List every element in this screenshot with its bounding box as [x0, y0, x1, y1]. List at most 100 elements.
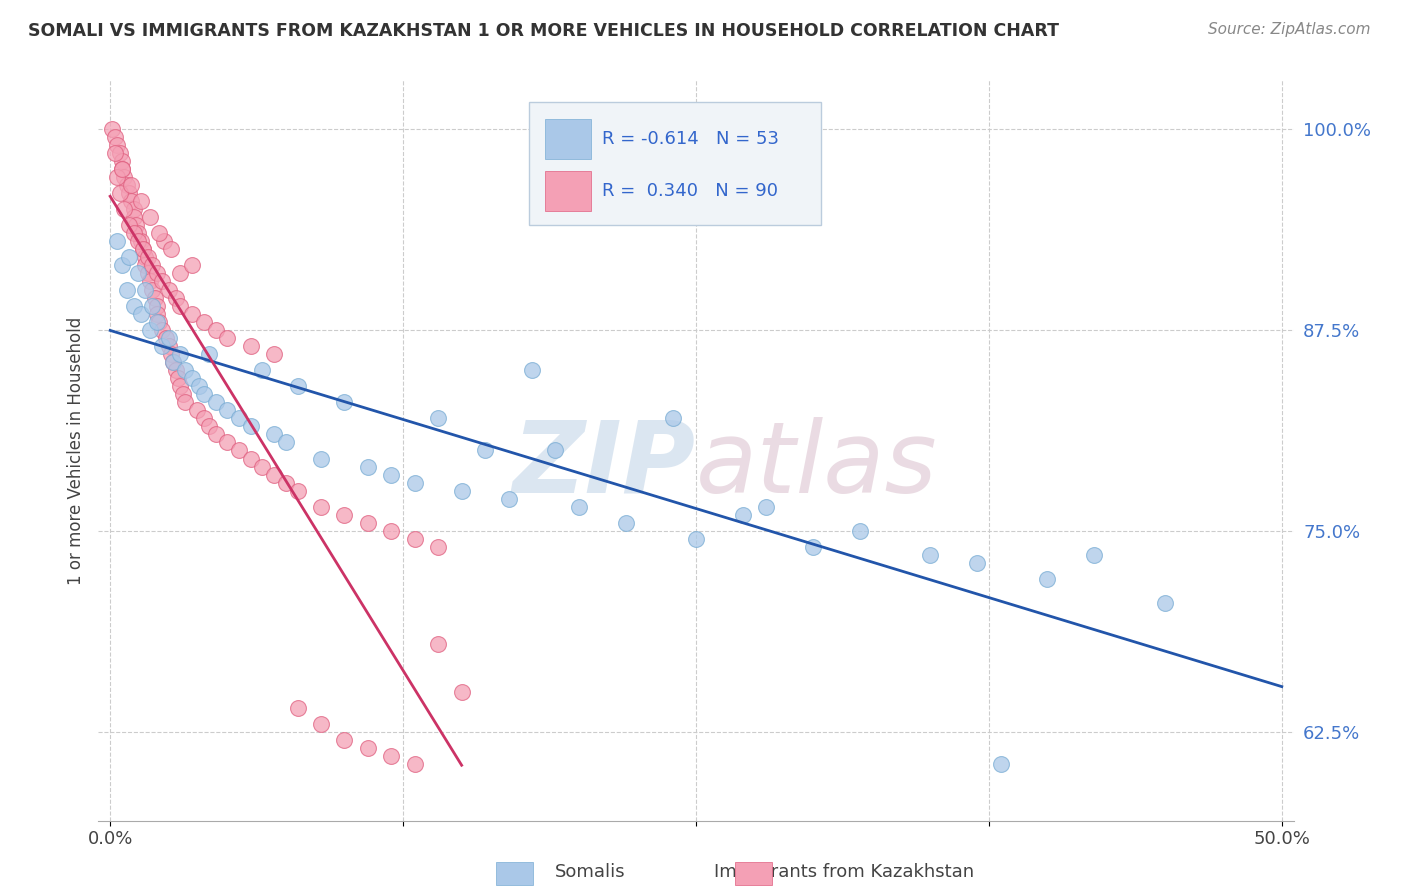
Point [120, 194, 142, 208]
Point [309, 451, 332, 466]
Point [118, 186, 141, 200]
Point [146, 267, 169, 281]
Point [661, 411, 683, 425]
Point [172, 387, 194, 401]
Point [111, 161, 134, 176]
Point [731, 508, 754, 522]
Point [1036, 572, 1059, 586]
Point [169, 347, 191, 361]
Point [228, 411, 250, 425]
Point [333, 395, 356, 409]
Point [160, 347, 183, 361]
Point [157, 283, 180, 297]
Point [141, 299, 163, 313]
Point [217, 331, 239, 345]
Point [204, 427, 226, 442]
Point [134, 283, 156, 297]
Point [105, 234, 128, 248]
Point [122, 210, 145, 224]
Point [568, 500, 591, 514]
Point [141, 259, 163, 273]
Point [333, 508, 356, 522]
Point [150, 275, 173, 289]
Point [139, 275, 162, 289]
Point [174, 395, 197, 409]
Point [217, 403, 239, 417]
Point [520, 363, 543, 377]
Point [309, 500, 332, 514]
Point [450, 685, 472, 699]
Point [252, 363, 274, 377]
Point [101, 121, 124, 136]
Point [193, 315, 215, 329]
Point [153, 234, 176, 248]
Point [165, 291, 187, 305]
Point [139, 323, 162, 337]
Point [155, 331, 177, 345]
FancyBboxPatch shape [546, 170, 591, 211]
Point [450, 483, 472, 498]
Point [357, 459, 380, 474]
Point [162, 355, 184, 369]
Point [274, 475, 297, 490]
Point [287, 701, 309, 715]
Point [132, 242, 155, 256]
Point [115, 178, 138, 192]
Point [134, 259, 156, 273]
Point [104, 145, 127, 160]
Point [181, 371, 204, 385]
Point [498, 491, 520, 506]
Point [614, 516, 637, 530]
Text: R = -0.614   N = 53: R = -0.614 N = 53 [602, 129, 779, 148]
Point [239, 451, 262, 466]
Point [132, 242, 155, 256]
Point [112, 169, 135, 184]
FancyBboxPatch shape [546, 119, 591, 159]
Text: atlas: atlas [696, 417, 938, 514]
Point [239, 339, 262, 353]
Point [108, 186, 131, 200]
Point [193, 411, 215, 425]
Point [309, 717, 332, 731]
Point [127, 267, 149, 281]
FancyBboxPatch shape [529, 103, 821, 225]
Point [136, 267, 159, 281]
Point [920, 548, 942, 562]
Point [181, 307, 204, 321]
Point [146, 315, 169, 329]
Point [217, 435, 239, 450]
Point [111, 153, 134, 168]
Point [197, 347, 219, 361]
Point [186, 403, 208, 417]
Point [263, 467, 285, 482]
Point [146, 307, 169, 321]
Point [801, 540, 824, 554]
Point [122, 202, 145, 216]
Point [287, 483, 309, 498]
Point [380, 467, 402, 482]
Text: ZIP: ZIP [513, 417, 696, 514]
Point [157, 331, 180, 345]
Point [174, 363, 197, 377]
Point [150, 323, 173, 337]
Point [129, 194, 152, 208]
Point [990, 757, 1012, 772]
Text: SOMALI VS IMMIGRANTS FROM KAZAKHSTAN 1 OR MORE VEHICLES IN HOUSEHOLD CORRELATION: SOMALI VS IMMIGRANTS FROM KAZAKHSTAN 1 O… [28, 22, 1059, 40]
Point [685, 532, 707, 546]
Point [141, 283, 163, 297]
Point [108, 145, 131, 160]
Point [115, 283, 138, 297]
Point [105, 137, 128, 152]
Point [111, 259, 134, 273]
Point [380, 749, 402, 764]
Point [129, 307, 152, 321]
Text: R =  0.340   N = 90: R = 0.340 N = 90 [602, 182, 778, 200]
Point [755, 500, 778, 514]
Text: Source: ZipAtlas.com: Source: ZipAtlas.com [1208, 22, 1371, 37]
Point [427, 540, 450, 554]
Point [427, 411, 450, 425]
Point [169, 267, 191, 281]
Point [239, 419, 262, 434]
Point [127, 234, 149, 248]
Point [146, 299, 169, 313]
